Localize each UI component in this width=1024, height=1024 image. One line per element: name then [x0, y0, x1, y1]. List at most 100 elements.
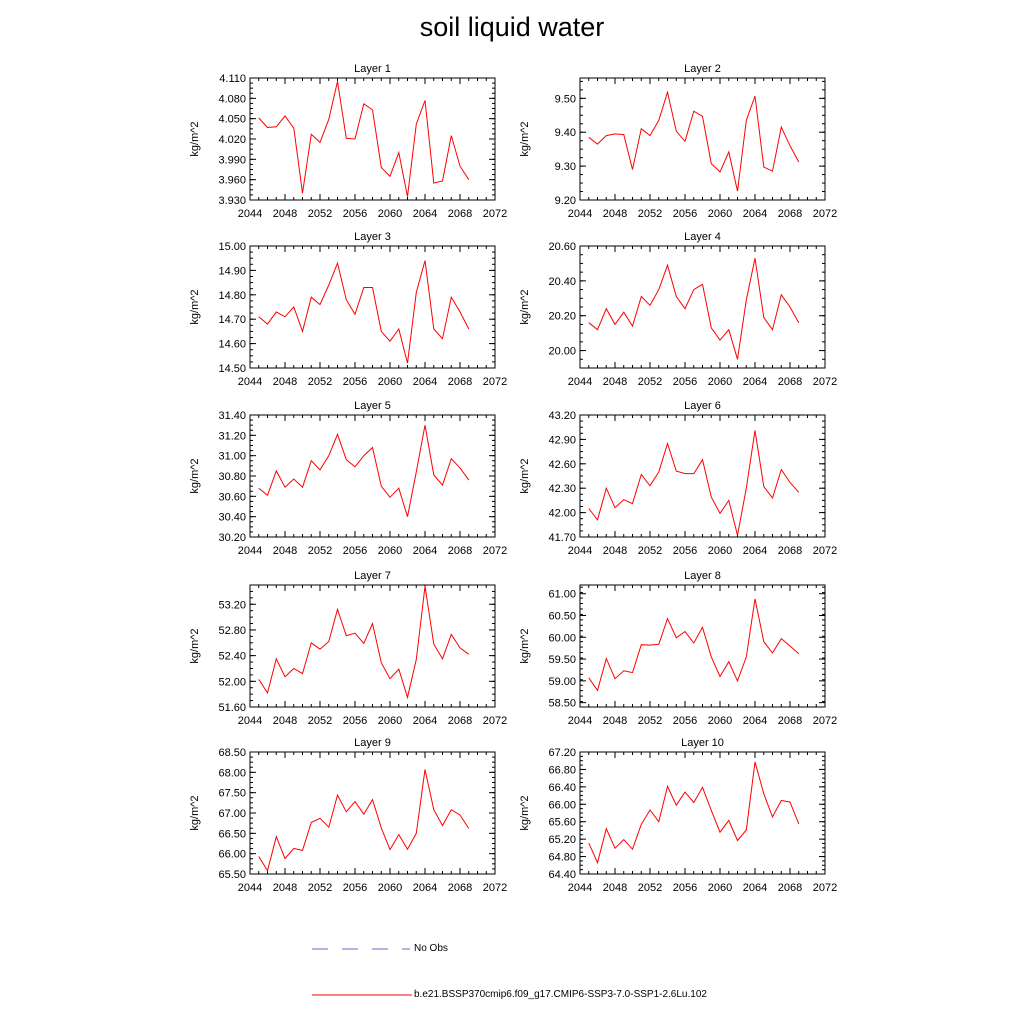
panel-title: Layer 7: [354, 570, 391, 582]
x-tick-label: 2064: [413, 882, 437, 894]
x-tick-label: 2068: [448, 882, 472, 894]
x-tick-label: 2052: [308, 208, 332, 220]
x-tick-label: 2052: [308, 882, 332, 894]
panel-title: Layer 3: [354, 231, 391, 243]
y-tick-label: 66.40: [548, 782, 576, 794]
x-tick-label: 2072: [813, 376, 837, 388]
legend-obs-line: [312, 948, 410, 950]
x-tick-label: 2068: [778, 882, 802, 894]
y-tick-label: 9.40: [555, 127, 576, 139]
x-tick-label: 2044: [238, 376, 262, 388]
x-tick-label: 2052: [308, 545, 332, 557]
panel-title: Layer 6: [684, 400, 721, 412]
x-tick-label: 2048: [273, 208, 297, 220]
x-tick-label: 2060: [708, 545, 732, 557]
layer-panel-4: Layer 4 2044 2048 2052 2056 2060 2064 2068 2072 2…: [519, 231, 837, 388]
y-tick-label: 20.40: [548, 276, 576, 288]
x-tick-label: 2064: [743, 882, 767, 894]
x-tick-label: 2068: [778, 376, 802, 388]
x-tick-label: 2052: [638, 545, 662, 557]
layer-panel-2: Layer 2 2044 2048 2052 2056 2060 2064 2068 2072 9…: [519, 63, 837, 220]
y-tick-label: 42.60: [548, 459, 576, 471]
x-tick-label: 2052: [638, 376, 662, 388]
x-tick-label: 2064: [743, 208, 767, 220]
x-tick-label: 2072: [813, 545, 837, 557]
x-tick-label: 2064: [743, 376, 767, 388]
x-tick-label: 2056: [673, 545, 697, 557]
x-tick-label: 2048: [603, 545, 627, 557]
plot-frame: [249, 245, 496, 369]
x-tick-label: 2056: [343, 208, 367, 220]
x-tick-label: 2064: [413, 208, 437, 220]
plot-frame: [249, 414, 496, 538]
y-tick-label: 4.050: [218, 114, 246, 126]
series-line: [258, 586, 470, 700]
x-tick-label: 2048: [273, 545, 297, 557]
y-tick-label: 65.60: [548, 817, 576, 829]
y-tick-label: 30.20: [218, 532, 246, 544]
x-tick-label: 2060: [378, 715, 402, 727]
x-tick-label: 2044: [238, 208, 262, 220]
plot-frame: [579, 584, 826, 708]
y-tick-label: 4.110: [219, 73, 246, 85]
legend-obs-label: No Obs: [414, 943, 448, 954]
y-tick-label: 4.020: [218, 134, 246, 146]
legend-model-line: [312, 994, 412, 996]
x-tick-label: 2056: [673, 715, 697, 727]
y-tick-label: 58.50: [548, 698, 576, 710]
x-tick-label: 2056: [343, 545, 367, 557]
series-line: [258, 425, 470, 517]
x-tick-label: 2072: [813, 882, 837, 894]
x-tick-label: 2060: [378, 208, 402, 220]
y-tick-label: 30.80: [218, 471, 246, 483]
x-tick-label: 2060: [708, 208, 732, 220]
layer-panel-9: Layer 9 2044 2048 2052 2056 2060 2064 2068 2072 6…: [189, 737, 507, 894]
series-line: [258, 260, 470, 364]
y-tick-label: 59.00: [548, 676, 576, 688]
plot-frame: [249, 751, 496, 875]
layer-panel-3: Layer 3 2044 2048 2052 2056 2060 2064 2068 2072 1…: [189, 231, 507, 388]
y-tick-label: 53.20: [218, 599, 246, 611]
x-tick-label: 2048: [603, 376, 627, 388]
series-line: [258, 769, 470, 872]
y-tick-label: 52.40: [218, 651, 246, 663]
x-tick-label: 2044: [568, 882, 592, 894]
panel-title: Layer 9: [354, 737, 391, 749]
series-line: [588, 258, 800, 360]
y-tick-label: 9.30: [555, 161, 576, 173]
panel-title: Layer 8: [684, 570, 721, 582]
x-tick-label: 2056: [343, 376, 367, 388]
y-axis-label: kg/m^2: [189, 795, 201, 830]
y-axis-label: kg/m^2: [189, 121, 201, 156]
x-tick-label: 2056: [343, 715, 367, 727]
layer-panel-8: Layer 8 2044 2048 2052 2056 2060 2064 2068 2072 5…: [519, 570, 837, 727]
x-tick-label: 2044: [568, 208, 592, 220]
y-tick-label: 42.30: [548, 483, 576, 495]
y-tick-label: 60.00: [548, 632, 576, 644]
layer-panel-5: Layer 5 2044 2048 2052 2056 2060 2064 2068 2072 3…: [189, 400, 507, 557]
x-tick-label: 2068: [448, 376, 472, 388]
y-tick-label: 52.00: [218, 676, 246, 688]
plot-frame: [579, 414, 826, 538]
y-tick-label: 30.40: [218, 512, 246, 524]
figure-title: soil liquid water: [419, 12, 605, 42]
x-tick-label: 2072: [483, 882, 507, 894]
y-tick-label: 68.50: [218, 747, 246, 759]
layer-panel-10: Layer 10 2044 2048 2052 2056 2060 2064 2068 2072…: [519, 737, 837, 894]
series-line: [588, 430, 800, 536]
x-tick-label: 2056: [673, 882, 697, 894]
y-tick-label: 3.990: [218, 154, 246, 166]
x-tick-label: 2064: [413, 376, 437, 388]
x-tick-label: 2048: [273, 376, 297, 388]
legend-model-label: b.e21.BSSP370cmip6.f09_g17.CMIP6-SSP3-7.…: [414, 989, 707, 1000]
y-tick-label: 30.60: [218, 491, 246, 503]
y-tick-label: 51.60: [218, 702, 246, 714]
x-tick-label: 2060: [378, 545, 402, 557]
x-tick-label: 2044: [238, 545, 262, 557]
y-tick-label: 14.70: [218, 314, 246, 326]
y-tick-label: 20.60: [548, 241, 576, 253]
panel-title: Layer 1: [354, 63, 391, 75]
y-tick-label: 59.50: [548, 654, 576, 666]
x-tick-label: 2068: [448, 715, 472, 727]
